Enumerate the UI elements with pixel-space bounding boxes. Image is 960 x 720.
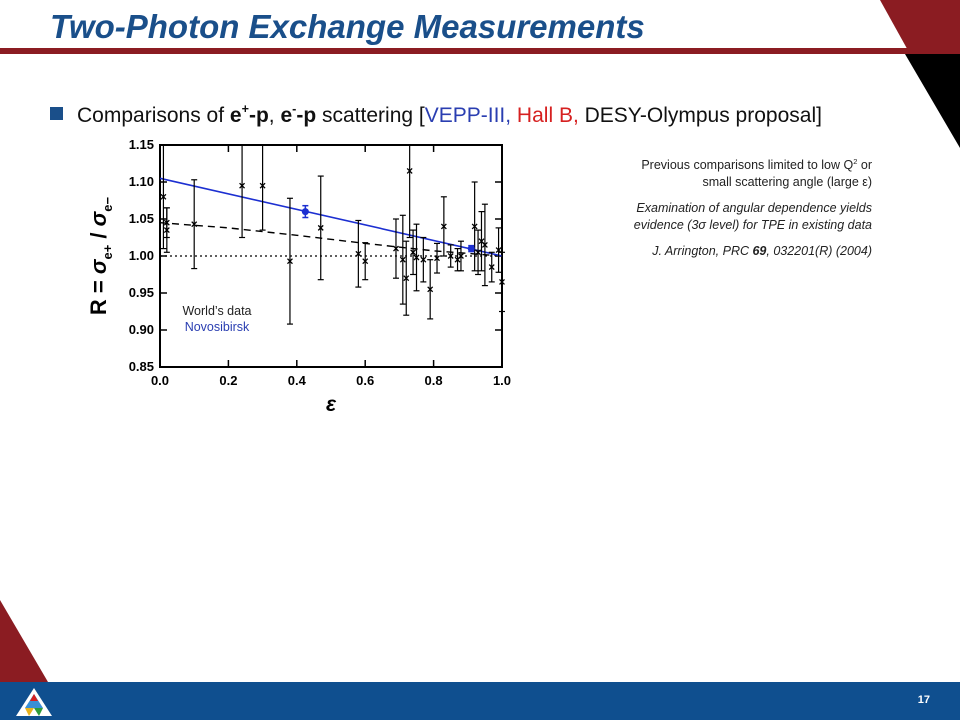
worlds-data-point: [163, 219, 170, 226]
worlds-data-point: [393, 245, 399, 252]
worlds-data-point: [434, 255, 440, 262]
header-banner: [0, 0, 960, 148]
worlds-data-point: [413, 254, 420, 261]
bullet-e2: e: [280, 104, 293, 127]
y-tick-label: 0.85: [129, 359, 154, 374]
note1-sup: 2: [853, 156, 858, 166]
note-reference: J. Arrington, PRC 69, 032201(R) (2004): [540, 243, 872, 260]
tpe-ratio-chart: 0.0 0.2 0.4 0.6 0.8 1.0 0.85 0.90 0.95 1.00 1.05 1.…: [86, 137, 511, 416]
note2-a: Examination of angular dependence yields: [636, 201, 872, 215]
page-title: Two-Photon Exchange Measurements: [50, 8, 645, 45]
note1-d: ): [867, 175, 872, 189]
x-axis-label: ε: [326, 393, 337, 416]
worlds-data-point: [440, 223, 447, 230]
bullet-p2: -p: [296, 104, 317, 127]
bullet-vepp: VEPP-III,: [424, 104, 512, 127]
note2-c: level) for TPE in existing data: [705, 218, 872, 232]
x-tick-label: 0.2: [219, 373, 237, 388]
worlds-data-point: [355, 250, 362, 257]
bullet-scattering: scattering [: [316, 104, 425, 127]
worlds-data-point: [499, 278, 505, 285]
note1-b: or: [857, 158, 872, 172]
bullet-prefix: Comparisons of: [77, 104, 230, 127]
y-axis-label: R = σe+ / σe−: [86, 197, 115, 316]
worlds-data-point: [427, 286, 434, 293]
worlds-data-point: [475, 249, 482, 256]
y-axis-label-part: σ: [86, 258, 111, 274]
note1-c: small scattering angle (large: [702, 175, 863, 189]
bullet-desy: DESY-Olympus proposal]: [578, 104, 822, 127]
fit-line: [159, 177, 503, 257]
worlds-data-point: [410, 249, 417, 256]
banner-red-corner: [880, 0, 960, 54]
worlds-data-point: [259, 182, 266, 189]
note1-a: Previous comparisons limited to low Q: [641, 158, 854, 172]
note3-vol: 69: [752, 244, 767, 258]
worlds-data-point: [481, 241, 488, 248]
bullet-plus: +: [241, 102, 249, 117]
x-tick-label: 1.0: [493, 373, 511, 388]
banner-black-corner: [905, 54, 960, 148]
note2-sigma: σ: [698, 218, 706, 232]
worlds-data-point: [239, 182, 246, 189]
y-axis-label-part: /: [86, 226, 111, 244]
worlds-data-point: [399, 256, 406, 263]
y-axis-label-part: =: [86, 274, 111, 299]
note-angular-dependence: Examination of angular dependence yields…: [540, 200, 872, 234]
worlds-data-point: [458, 253, 464, 259]
footer-bar: [0, 682, 960, 720]
note2-b: evidence (3: [633, 218, 699, 232]
bullet-sep: ,: [268, 104, 281, 127]
y-axis-label-part: R: [86, 299, 111, 315]
worlds-data-point: [317, 224, 324, 231]
novosibirsk-point: [467, 245, 475, 253]
y-axis-label-text: R = σe+ / σe−: [86, 197, 115, 316]
y-tick-label: 1.00: [129, 248, 154, 263]
side-decoration: [0, 600, 48, 682]
page-number: 17: [917, 694, 930, 706]
worlds-data-point: [362, 258, 369, 265]
worlds-data-point: [471, 223, 478, 230]
bullet-e1: e: [229, 104, 242, 127]
bullet-hallb: Hall B,: [511, 104, 579, 127]
bullet-p1: -p: [248, 104, 269, 127]
note3-a: J. Arrington, PRC: [652, 244, 753, 258]
x-tick-label: 0.0: [151, 373, 169, 388]
worlds-data-point: [420, 256, 427, 263]
bullet-comparisons: Comparisons of e+-p, e--p scattering [VE…: [50, 102, 822, 128]
worlds-data-point: [447, 253, 454, 259]
legend-worlds-data: World’s data: [182, 304, 251, 318]
legend-novosibirsk: Novosibirsk: [185, 320, 250, 334]
note3-b: , 032201(R) (2004): [766, 244, 872, 258]
worlds-data-point: [403, 275, 410, 282]
x-tick-label: 0.8: [425, 373, 443, 388]
dashed-curve: [159, 222, 503, 257]
notes-block: Previous comparisons limited to low Q2 o…: [540, 157, 872, 269]
note1-eps: ε: [862, 175, 868, 189]
worlds-data-point: [406, 167, 413, 174]
y-tick-label: 0.95: [129, 285, 154, 300]
novosibirsk-point: [301, 208, 309, 216]
y-axis-label-part: e−: [100, 197, 115, 212]
worlds-data-point: [191, 221, 198, 228]
y-tick-label: 1.15: [129, 137, 154, 152]
y-tick-label: 0.90: [129, 322, 154, 337]
banner-stripe: [0, 48, 960, 54]
y-tick-label: 1.10: [129, 174, 154, 189]
y-axis-label-part: σ: [86, 210, 111, 226]
y-tick-label: 1.05: [129, 211, 154, 226]
lab-logo-icon: [16, 688, 52, 716]
note-previous-comparisons: Previous comparisons limited to low Q2 o…: [540, 157, 872, 191]
y-axis-label-part: e+: [100, 244, 115, 259]
bullet-minus: -: [292, 102, 297, 117]
worlds-data-point: [160, 193, 167, 200]
bullet-square-icon: [50, 107, 63, 120]
x-tick-label: 0.6: [356, 373, 374, 388]
x-tick-label: 0.4: [288, 373, 307, 388]
worlds-data-point: [287, 258, 293, 265]
side-red-triangle: [0, 600, 48, 682]
worlds-data-point: [488, 264, 495, 271]
